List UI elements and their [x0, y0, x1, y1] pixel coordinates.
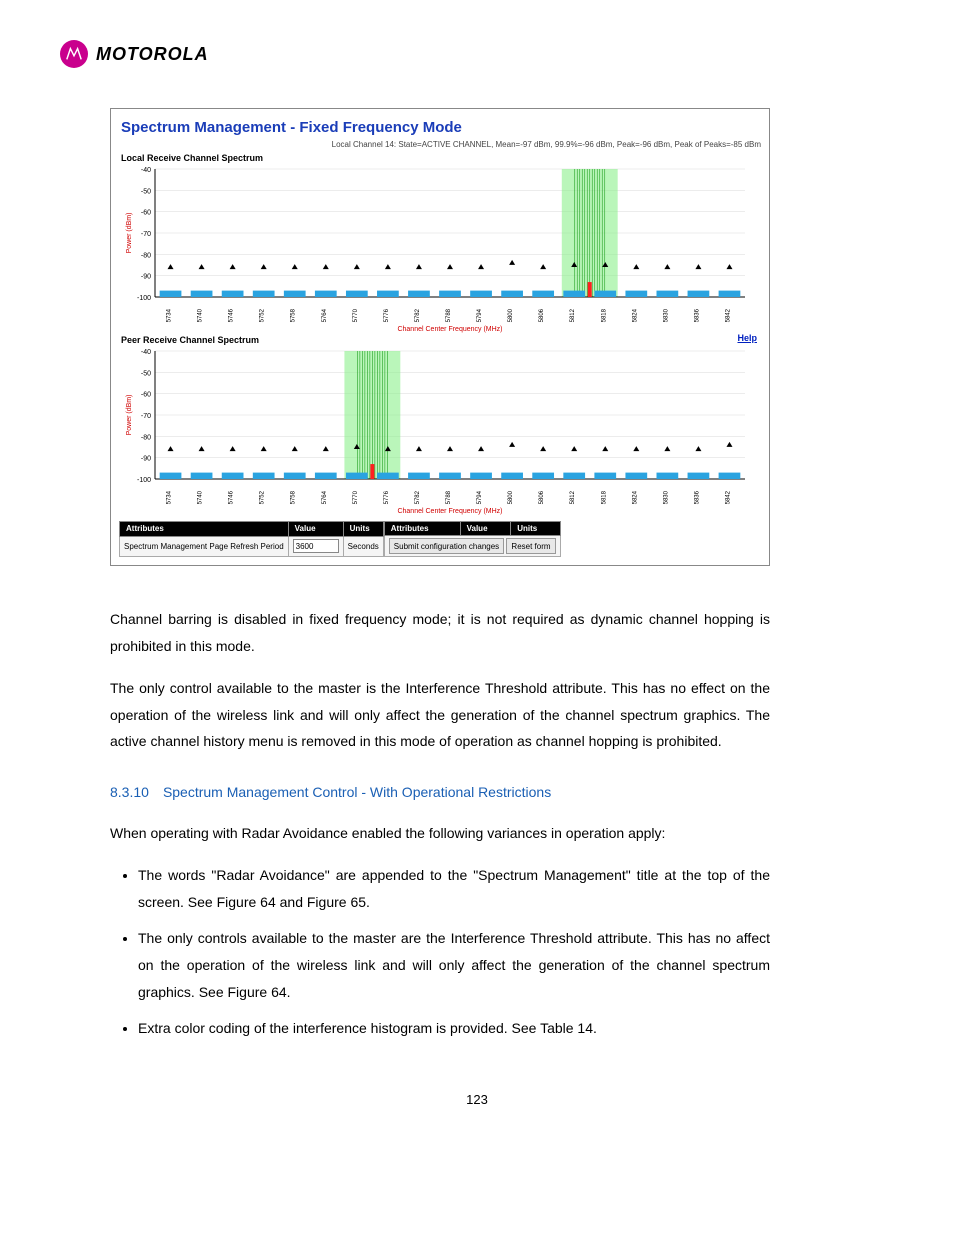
svg-text:5758: 5758	[291, 308, 297, 322]
svg-text:5806: 5806	[539, 308, 545, 322]
svg-text:-40: -40	[141, 349, 151, 356]
svg-text:5770: 5770	[353, 308, 359, 322]
svg-text:5764: 5764	[322, 308, 328, 322]
svg-text:5758: 5758	[291, 490, 297, 504]
body-copy: Channel barring is disabled in fixed fre…	[110, 606, 770, 1042]
svg-text:5734: 5734	[167, 308, 173, 322]
bullet-list: The words "Radar Avoidance" are appended…	[110, 862, 770, 1042]
svg-text:5776: 5776	[384, 308, 390, 322]
attr-label: Spectrum Management Page Refresh Period	[120, 536, 289, 556]
section-heading: 8.3.10 Spectrum Management Control - With…	[110, 779, 770, 806]
svg-text:-100: -100	[137, 295, 151, 302]
svg-text:5830: 5830	[663, 490, 669, 504]
svg-text:Channel Center Frequency (MHz): Channel Center Frequency (MHz)	[397, 326, 502, 333]
th-units: Units	[343, 522, 383, 537]
page-number: 123	[60, 1092, 894, 1107]
svg-text:Power (dBm): Power (dBm)	[126, 395, 133, 436]
svg-text:-100: -100	[137, 477, 151, 484]
svg-text:5776: 5776	[384, 490, 390, 504]
svg-text:5812: 5812	[570, 490, 576, 504]
brand-wordmark: MOTOROLA	[96, 44, 209, 65]
attr-buttons-cell	[384, 536, 560, 557]
svg-text:5800: 5800	[508, 490, 514, 504]
brand-logo: MOTOROLA	[60, 40, 894, 68]
svg-text:5818: 5818	[601, 490, 607, 504]
motorola-badge-icon	[60, 40, 88, 68]
list-item: The only controls available to the maste…	[138, 925, 770, 1005]
svg-text:5782: 5782	[415, 308, 421, 322]
chart-local-receive: -40 -50 -60 -70 -80 -90 -100 Power (dBm) 5734 574…	[121, 163, 761, 333]
svg-text:5782: 5782	[415, 490, 421, 504]
svg-text:-50: -50	[141, 370, 151, 377]
svg-text:5794: 5794	[477, 490, 483, 504]
svg-text:5824: 5824	[632, 308, 638, 322]
svg-text:-60: -60	[141, 210, 151, 217]
svg-text:-80: -80	[141, 434, 151, 441]
svg-text:Channel Center Frequency (MHz): Channel Center Frequency (MHz)	[397, 508, 502, 515]
svg-text:5836: 5836	[694, 490, 700, 504]
svg-text:-80: -80	[141, 252, 151, 259]
svg-text:-40: -40	[141, 167, 151, 174]
svg-text:5740: 5740	[198, 308, 204, 322]
svg-text:5836: 5836	[694, 308, 700, 322]
attr-units: Seconds	[343, 536, 383, 556]
svg-text:5764: 5764	[322, 490, 328, 504]
attr-table-left: Attributes Value Units Spectrum Manageme…	[119, 521, 384, 557]
svg-text:5830: 5830	[663, 308, 669, 322]
svg-text:5794: 5794	[477, 308, 483, 322]
section-title: Spectrum Management Control - With Opera…	[163, 784, 551, 800]
attribute-tables: Attributes Value Units Spectrum Manageme…	[119, 521, 761, 557]
attr-value-cell	[288, 536, 343, 556]
svg-text:-70: -70	[141, 231, 151, 238]
figure-title: Spectrum Management - Fixed Frequency Mo…	[121, 119, 761, 136]
svg-text:-60: -60	[141, 392, 151, 399]
svg-text:-90: -90	[141, 456, 151, 463]
svg-text:5812: 5812	[570, 308, 576, 322]
list-item: Extra color coding of the interference h…	[138, 1015, 770, 1042]
svg-text:5842: 5842	[725, 308, 731, 322]
help-link[interactable]: Help	[737, 333, 757, 343]
chart-peer-receive: -40 -50 -60 -70 -80 -90 -100 Power (dBm) 5734 574…	[121, 345, 761, 515]
svg-text:5842: 5842	[725, 490, 731, 504]
svg-text:Power (dBm): Power (dBm)	[126, 213, 133, 254]
th-units-r: Units	[511, 522, 560, 536]
svg-text:5824: 5824	[632, 490, 638, 504]
submit-button[interactable]	[389, 538, 504, 554]
svg-text:-90: -90	[141, 274, 151, 281]
figure-subtitle: Local Channel 14: State=ACTIVE CHANNEL, …	[119, 140, 761, 149]
chart1-label: Local Receive Channel Spectrum	[121, 153, 761, 163]
th-value-r: Value	[460, 522, 511, 536]
svg-text:5770: 5770	[353, 490, 359, 504]
refresh-period-input[interactable]	[293, 539, 339, 553]
th-attributes: Attributes	[120, 522, 289, 537]
reset-button[interactable]	[506, 538, 555, 554]
svg-text:5806: 5806	[539, 490, 545, 504]
section-number: 8.3.10	[110, 784, 149, 800]
svg-text:5734: 5734	[167, 490, 173, 504]
paragraph-1: Channel barring is disabled in fixed fre…	[110, 606, 770, 659]
svg-text:-70: -70	[141, 413, 151, 420]
svg-text:5788: 5788	[446, 490, 452, 504]
svg-text:5746: 5746	[229, 308, 235, 322]
svg-text:-50: -50	[141, 188, 151, 195]
th-attributes-r: Attributes	[384, 522, 460, 536]
list-item: The words "Radar Avoidance" are appended…	[138, 862, 770, 915]
svg-text:5788: 5788	[446, 308, 452, 322]
spectrum-figure: Spectrum Management - Fixed Frequency Mo…	[110, 108, 770, 566]
chart2-label: Peer Receive Channel Spectrum	[121, 335, 259, 345]
paragraph-3: When operating with Radar Avoidance enab…	[110, 820, 770, 847]
svg-text:5800: 5800	[508, 308, 514, 322]
svg-text:5752: 5752	[260, 308, 266, 322]
th-value: Value	[288, 522, 343, 537]
svg-text:5746: 5746	[229, 490, 235, 504]
paragraph-2: The only control available to the master…	[110, 675, 770, 755]
svg-text:5818: 5818	[601, 308, 607, 322]
svg-text:5752: 5752	[260, 490, 266, 504]
attr-table-right: Attributes Value Units	[384, 521, 561, 557]
svg-text:5740: 5740	[198, 490, 204, 504]
